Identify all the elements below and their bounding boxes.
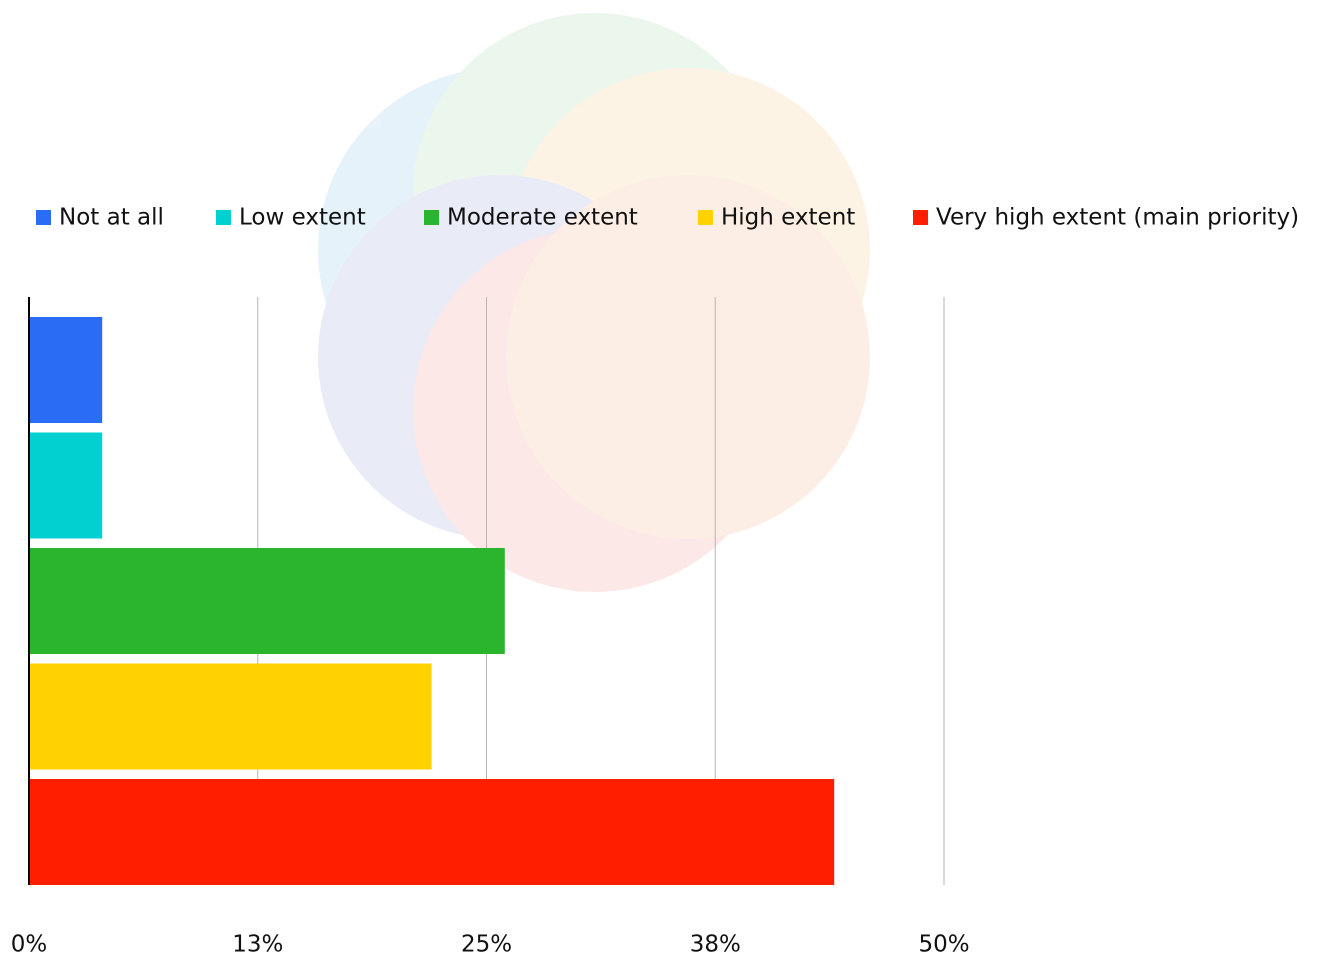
legend-label: High extent bbox=[721, 205, 855, 231]
x-tick-label: 0% bbox=[11, 932, 48, 957]
bar bbox=[29, 432, 103, 539]
legend-label: Not at all bbox=[59, 205, 164, 231]
bar bbox=[29, 663, 432, 770]
x-tick-label: 50% bbox=[918, 932, 969, 957]
watermark bbox=[318, 13, 870, 592]
legend-swatch bbox=[216, 210, 231, 225]
x-tick-label: 38% bbox=[690, 932, 741, 957]
x-tick-label: 13% bbox=[232, 932, 283, 957]
legend-swatch bbox=[424, 210, 439, 225]
legend-swatch bbox=[698, 210, 713, 225]
legend-swatch bbox=[36, 210, 51, 225]
legend-label: Moderate extent bbox=[447, 205, 638, 231]
x-tick-label: 25% bbox=[461, 932, 512, 957]
bar bbox=[29, 779, 835, 885]
bar bbox=[29, 317, 103, 423]
legend-swatch bbox=[913, 210, 928, 225]
legend-label: Very high extent (main priority) bbox=[936, 205, 1299, 231]
bar bbox=[29, 548, 505, 654]
legend-label: Low extent bbox=[239, 205, 366, 231]
